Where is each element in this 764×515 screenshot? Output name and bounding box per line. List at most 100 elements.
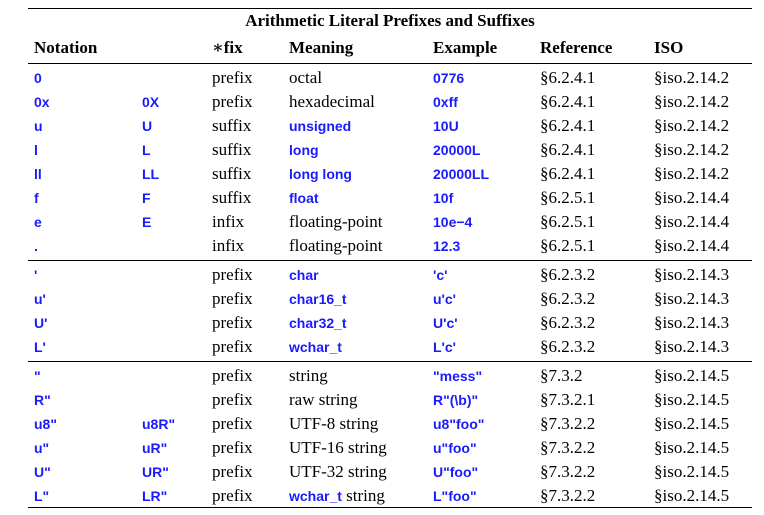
notation-lower: e: [34, 214, 42, 230]
meaning-cell: floating-point: [289, 212, 383, 231]
example-cell: L"foo": [433, 488, 477, 504]
fix-cell: prefix: [212, 390, 253, 409]
notation-lower: .: [34, 238, 38, 254]
notation-lower: u': [34, 291, 46, 307]
reference-cell: §7.3.2.1: [540, 390, 596, 409]
notation-lower: L": [34, 488, 50, 504]
fix-cell: infix: [212, 236, 245, 255]
meaning-code: char: [289, 267, 319, 283]
header-fix: ∗fix: [212, 38, 243, 57]
notation-lower: l: [34, 142, 38, 158]
table-row: " prefix string "mess" §7.3.2 §iso.2.14.5: [28, 364, 752, 388]
meaning-code: char16_t: [289, 291, 347, 307]
fix-cell: suffix: [212, 116, 252, 135]
fix-cell: prefix: [212, 337, 253, 356]
table-title: Arithmetic Literal Prefixes and Suffixes: [245, 11, 535, 30]
iso-cell: §iso.2.14.5: [654, 366, 730, 385]
meaning-code: unsigned: [289, 118, 352, 134]
notation-upper: E: [142, 214, 152, 230]
meaning-code: float: [289, 190, 319, 206]
reference-cell: §6.2.4.1: [540, 140, 596, 159]
meaning-cell: raw string: [289, 390, 358, 409]
table-row: ll LL suffix long long 20000LL §6.2.4.1 §iso.2…: [28, 162, 752, 186]
reference-cell: §7.3.2.2: [540, 438, 596, 457]
meaning-cell: hexadecimal: [289, 92, 375, 111]
meaning-code: long: [289, 142, 319, 158]
reference-cell: §7.3.2.2: [540, 486, 596, 505]
meaning-cell: UTF-32 string: [289, 462, 387, 481]
fix-cell: prefix: [212, 92, 253, 111]
fix-cell: prefix: [212, 462, 253, 481]
iso-cell: §iso.2.14.2: [654, 116, 730, 135]
table-row: . infix floating-point 12.3 §6.2.5.1 §iso.2.1…: [28, 234, 752, 258]
fix-cell: prefix: [212, 486, 253, 505]
example-cell: u8"foo": [433, 416, 485, 432]
example-cell: 10e−4: [433, 214, 473, 230]
table-row: u8" u8R" prefix UTF-8 string u8"foo" §7.3.2.2…: [28, 412, 752, 436]
header-notation: Notation: [34, 38, 98, 57]
notation-lower: ll: [34, 166, 42, 182]
reference-cell: §6.2.5.1: [540, 188, 596, 207]
notation-upper: L: [142, 142, 151, 158]
table-row: R" prefix raw string R"(\b)" §7.3.2.1 §iso.2.…: [28, 388, 752, 412]
iso-cell: §iso.2.14.2: [654, 164, 730, 183]
notation-upper: 0X: [142, 94, 160, 110]
meaning-suffix: string: [341, 486, 385, 505]
header-example: Example: [433, 38, 498, 57]
iso-cell: §iso.2.14.5: [654, 486, 730, 505]
reference-cell: §6.2.5.1: [540, 236, 596, 255]
notation-upper: F: [142, 190, 151, 206]
example-cell: 'c': [433, 267, 448, 283]
fix-cell: suffix: [212, 164, 252, 183]
meaning-code: wchar_t: [289, 488, 342, 504]
group-divider: [28, 63, 752, 64]
example-cell: 10U: [433, 118, 459, 134]
iso-cell: §iso.2.14.3: [654, 289, 730, 308]
fix-cell: prefix: [212, 366, 253, 385]
meaning-cell: octal: [289, 68, 323, 87]
fix-cell: infix: [212, 212, 245, 231]
iso-cell: §iso.2.14.2: [654, 68, 730, 87]
reference-cell: §7.3.2.2: [540, 414, 596, 433]
fix-cell: suffix: [212, 188, 252, 207]
notation-lower: U": [34, 464, 51, 480]
iso-cell: §iso.2.14.5: [654, 438, 730, 457]
table-row: u' prefix char16_t u'c' §6.2.3.2 §iso.2.14.3: [28, 287, 752, 311]
meaning-cell: char16_t: [289, 287, 347, 311]
reference-cell: §6.2.3.2: [540, 313, 596, 332]
meaning-cell: floating-point: [289, 236, 383, 255]
fix-cell: prefix: [212, 289, 253, 308]
notation-lower: R": [34, 392, 51, 408]
iso-cell: §iso.2.14.4: [654, 212, 730, 231]
notation-lower: u: [34, 118, 43, 134]
meaning-code: long long: [289, 166, 352, 182]
notation-upper: u8R": [142, 416, 176, 432]
meaning-cell: long long: [289, 162, 352, 186]
reference-cell: §6.2.3.2: [540, 337, 596, 356]
table-header: Notation ∗fix Meaning Example Reference …: [28, 37, 752, 59]
reference-cell: §7.3.2.2: [540, 462, 596, 481]
notation-lower: ': [34, 267, 38, 283]
meaning-cell: wchar_t: [289, 335, 342, 359]
table-row: 0x 0X prefix hexadecimal 0xff §6.2.4.1 §iso.2.…: [28, 90, 752, 114]
header-meaning: Meaning: [289, 38, 354, 57]
meaning-code: wchar_t: [289, 339, 342, 355]
literal-table: Arithmetic Literal Prefixes and Suffixes…: [28, 8, 752, 508]
iso-cell: §iso.2.14.3: [654, 265, 730, 284]
notation-lower: U': [34, 315, 48, 331]
meaning-cell: char: [289, 263, 319, 287]
iso-cell: §iso.2.14.3: [654, 313, 730, 332]
example-cell: u"foo": [433, 440, 477, 456]
notation-upper: uR": [142, 440, 168, 456]
notation-lower: u": [34, 440, 50, 456]
meaning-cell: float: [289, 186, 319, 210]
iso-cell: §iso.2.14.5: [654, 462, 730, 481]
table-row: L" LR" prefix wchar_t string L"foo" §7.3.2.2 §…: [28, 484, 752, 508]
example-cell: 10f: [433, 190, 454, 206]
example-cell: 20000LL: [433, 166, 490, 182]
table-row: U' prefix char32_t U'c' §6.2.3.2 §iso.2.14.3: [28, 311, 752, 335]
iso-cell: §iso.2.14.3: [654, 337, 730, 356]
reference-cell: §6.2.3.2: [540, 265, 596, 284]
notation-lower: 0: [34, 70, 42, 86]
